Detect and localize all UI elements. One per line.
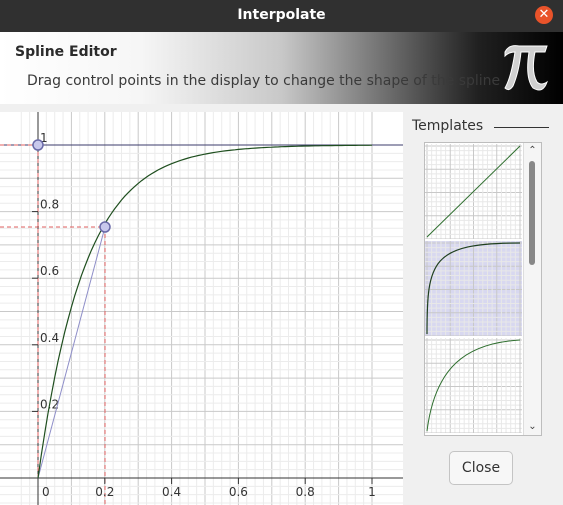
banner: Spline Editor Drag control points in the… [0,32,563,104]
title-bar: Interpolate ✕ [0,0,563,32]
template-ease-out-sharp[interactable] [425,241,522,336]
pi-icon [504,45,548,91]
x-tick-label: 0.4 [162,485,181,499]
template-linear[interactable] [425,144,522,239]
scroll-down-icon[interactable]: ⌄ [528,421,537,432]
y-tick-label: 0.6 [40,264,59,278]
banner-title: Spline Editor [15,44,117,60]
x-tick-label: 0.2 [95,485,114,499]
x-tick-label: 1 [368,485,376,499]
scroll-thumb[interactable] [529,161,535,265]
control-point-2[interactable] [99,221,111,233]
templates-scrollbar[interactable]: ⌃ ⌄ [523,143,541,435]
y-tick-label: 0.8 [40,198,59,212]
y-tick-label: 0.4 [40,331,59,345]
x-tick-label: 0.6 [229,485,248,499]
x-tick-label: 0 [42,485,50,499]
banner-subtitle: Drag control points in the display to ch… [27,73,501,89]
scroll-up-icon[interactable]: ⌃ [528,145,537,156]
spline-curve [37,144,373,479]
control-point-1[interactable] [32,139,44,151]
x-ticks: 0 0.2 0.4 0.6 0.8 1 [37,478,376,499]
window-title: Interpolate [237,7,326,23]
templates-divider [494,127,549,128]
spline-editor[interactable]: 0 0.2 0.4 0.6 0.8 1 0.2 0.4 0.6 0.8 1 [0,112,403,505]
x-tick-label: 0.8 [296,485,315,499]
template-ease-out[interactable] [425,338,522,433]
spline-plot[interactable]: 0 0.2 0.4 0.6 0.8 1 0.2 0.4 0.6 0.8 1 [0,112,403,505]
close-button[interactable]: Close [449,451,513,485]
y-tick-label: 1 [40,131,48,145]
grid [0,112,403,505]
templates-label: Templates [412,118,484,134]
window-close-icon[interactable]: ✕ [535,6,553,24]
control-handle-line [37,226,106,479]
templates-list[interactable]: ⌃ ⌄ [424,142,542,436]
